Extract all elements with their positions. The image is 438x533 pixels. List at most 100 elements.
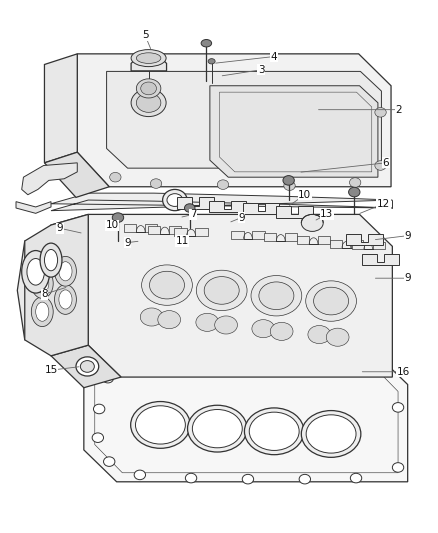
Ellipse shape <box>44 249 57 271</box>
Ellipse shape <box>65 321 74 337</box>
Polygon shape <box>208 200 245 212</box>
Polygon shape <box>84 353 407 482</box>
Ellipse shape <box>349 177 360 187</box>
Polygon shape <box>106 71 381 168</box>
Ellipse shape <box>112 213 124 222</box>
Text: 12: 12 <box>376 199 389 209</box>
Ellipse shape <box>65 231 74 247</box>
Ellipse shape <box>270 322 292 341</box>
Ellipse shape <box>40 243 62 277</box>
Ellipse shape <box>80 361 94 372</box>
Ellipse shape <box>305 281 356 321</box>
Text: 4: 4 <box>270 52 277 61</box>
Ellipse shape <box>244 408 303 455</box>
Text: 9: 9 <box>403 231 410 241</box>
Ellipse shape <box>65 260 74 276</box>
Polygon shape <box>148 225 181 233</box>
Ellipse shape <box>300 410 360 457</box>
Polygon shape <box>44 152 109 197</box>
Polygon shape <box>174 228 207 236</box>
Ellipse shape <box>135 406 185 444</box>
Text: 13: 13 <box>319 209 332 220</box>
Ellipse shape <box>54 256 76 286</box>
Ellipse shape <box>92 433 103 442</box>
Polygon shape <box>77 54 390 187</box>
Ellipse shape <box>350 473 361 483</box>
Ellipse shape <box>374 161 385 170</box>
Polygon shape <box>231 231 264 239</box>
Ellipse shape <box>325 328 348 346</box>
Ellipse shape <box>35 274 49 293</box>
Polygon shape <box>52 232 87 251</box>
Ellipse shape <box>192 409 242 448</box>
Text: 6: 6 <box>381 158 388 168</box>
Ellipse shape <box>298 474 310 484</box>
Ellipse shape <box>307 326 330 344</box>
Ellipse shape <box>184 204 194 212</box>
Ellipse shape <box>392 402 403 412</box>
Text: 8: 8 <box>41 289 48 299</box>
Polygon shape <box>52 318 87 337</box>
Ellipse shape <box>141 82 156 95</box>
Polygon shape <box>329 240 362 248</box>
Ellipse shape <box>76 357 99 376</box>
Polygon shape <box>52 260 87 278</box>
Polygon shape <box>351 241 384 249</box>
Polygon shape <box>16 201 51 213</box>
Text: 9: 9 <box>403 273 410 283</box>
Polygon shape <box>17 241 51 340</box>
Ellipse shape <box>150 179 161 188</box>
Polygon shape <box>361 254 398 265</box>
Ellipse shape <box>187 405 247 452</box>
Polygon shape <box>346 233 382 245</box>
Ellipse shape <box>242 474 253 484</box>
Polygon shape <box>52 290 87 309</box>
Ellipse shape <box>134 470 145 480</box>
Ellipse shape <box>305 415 355 453</box>
Ellipse shape <box>141 265 192 305</box>
Ellipse shape <box>65 290 74 306</box>
Ellipse shape <box>185 473 196 483</box>
Polygon shape <box>296 236 329 244</box>
Text: 10: 10 <box>106 220 119 230</box>
Polygon shape <box>51 193 392 211</box>
Polygon shape <box>177 197 213 209</box>
Text: 9: 9 <box>57 223 63 233</box>
Text: 11: 11 <box>175 236 188 246</box>
Ellipse shape <box>251 276 301 316</box>
Ellipse shape <box>93 404 105 414</box>
Ellipse shape <box>149 271 184 299</box>
Ellipse shape <box>321 357 333 366</box>
Polygon shape <box>131 58 166 71</box>
Polygon shape <box>21 163 77 195</box>
Ellipse shape <box>166 193 182 206</box>
Ellipse shape <box>31 297 53 327</box>
Ellipse shape <box>204 277 239 304</box>
Polygon shape <box>209 86 377 177</box>
Ellipse shape <box>102 373 113 383</box>
Ellipse shape <box>374 360 385 369</box>
Ellipse shape <box>140 308 162 326</box>
Text: 16: 16 <box>396 367 409 377</box>
Polygon shape <box>124 224 157 232</box>
Polygon shape <box>88 214 392 377</box>
Ellipse shape <box>195 313 218 332</box>
Ellipse shape <box>208 353 219 363</box>
Text: 15: 15 <box>44 365 57 375</box>
Ellipse shape <box>392 463 403 472</box>
Ellipse shape <box>136 53 160 63</box>
Ellipse shape <box>27 259 44 285</box>
Ellipse shape <box>162 189 187 211</box>
Text: 9: 9 <box>124 238 131 247</box>
Ellipse shape <box>136 93 160 112</box>
Ellipse shape <box>283 175 293 185</box>
Ellipse shape <box>131 89 166 117</box>
Polygon shape <box>44 54 77 163</box>
Ellipse shape <box>283 181 294 190</box>
Polygon shape <box>25 214 88 356</box>
Text: 5: 5 <box>141 30 148 41</box>
Text: 2: 2 <box>395 104 401 115</box>
Ellipse shape <box>103 457 115 466</box>
Ellipse shape <box>374 108 385 117</box>
Polygon shape <box>264 233 297 241</box>
